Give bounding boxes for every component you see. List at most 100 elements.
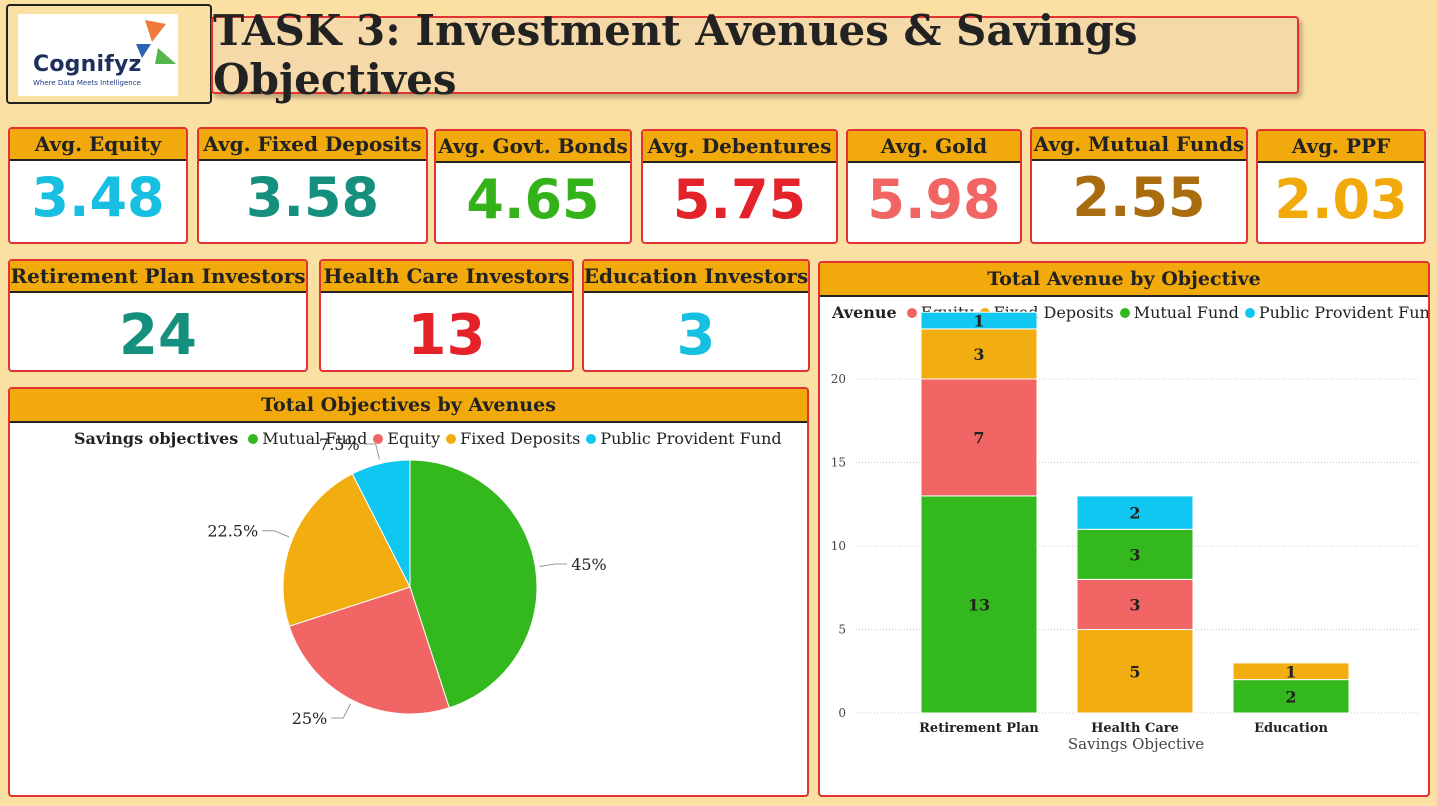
investor-count: 13 bbox=[407, 303, 486, 368]
bar-segment bbox=[920, 328, 1038, 380]
kpi-value: 5.75 bbox=[672, 168, 807, 231]
investor-label: Health Care Investors bbox=[321, 261, 572, 293]
investor-card: Education Investors 3 bbox=[582, 259, 810, 372]
kpi-card: Avg. Fixed Deposits 3.58 bbox=[197, 127, 428, 244]
investor-count: 3 bbox=[676, 303, 716, 368]
kpi-label: Avg. Gold bbox=[848, 131, 1020, 163]
pie-chart-title: Total Objectives by Avenues bbox=[10, 389, 807, 423]
bar-segment bbox=[920, 311, 1038, 330]
legend-item: Fixed Deposits bbox=[446, 429, 580, 448]
legend-label: Equity bbox=[387, 429, 441, 448]
kpi-value: 2.55 bbox=[1072, 166, 1206, 229]
pie-leader-line bbox=[262, 530, 290, 538]
logo-mark-icon bbox=[136, 20, 176, 64]
dashboard-title: TASK 3: Investment Avenues & Savings Obj… bbox=[211, 6, 1299, 104]
investor-count: 24 bbox=[119, 303, 197, 368]
legend-dot-icon bbox=[586, 433, 597, 444]
bar-chart-title: Total Avenue by Objective bbox=[820, 263, 1428, 297]
legend-dot-icon bbox=[906, 307, 917, 318]
kpi-card: Avg. PPF 2.03 bbox=[1256, 129, 1426, 244]
kpi-label: Avg. PPF bbox=[1258, 131, 1424, 163]
legend-item: Public Provident Fund bbox=[1244, 303, 1430, 322]
legend-label: Mutual Fund bbox=[262, 429, 368, 448]
pie-data-label: 45% bbox=[571, 555, 607, 574]
bar-data-label: 2 bbox=[1285, 687, 1296, 706]
bar-data-label: 1 bbox=[973, 312, 984, 331]
x-tick-label: Education bbox=[1254, 721, 1328, 736]
kpi-label: Avg. Equity bbox=[10, 129, 186, 161]
legend-item: Mutual Fund bbox=[248, 429, 367, 448]
bar-data-label: 3 bbox=[973, 345, 984, 364]
bar-data-label: 7 bbox=[973, 428, 984, 447]
kpi-card: Avg. Mutual Funds 2.55 bbox=[1030, 127, 1248, 244]
company-logo: Cognifyz Where Data Meets Intelligence bbox=[18, 14, 178, 96]
legend-label: Public Provident Fund bbox=[600, 429, 782, 448]
y-tick-label: 0 bbox=[838, 706, 846, 720]
legend-label: Fixed Deposits bbox=[460, 429, 581, 448]
pie-legend: Savings objectives Mutual Fund Equity Fixe… bbox=[74, 429, 788, 448]
x-tick-label: Health Care bbox=[1091, 721, 1179, 736]
bar-data-label: 5 bbox=[1129, 662, 1140, 681]
y-tick-label: 5 bbox=[838, 623, 846, 637]
bar-legend-title: Avenue bbox=[832, 303, 897, 322]
bar-segment bbox=[920, 378, 1038, 497]
kpi-card: Avg. Debentures 5.75 bbox=[641, 129, 838, 244]
pie-leader-line bbox=[363, 443, 380, 460]
x-tick-label: Retirement Plan bbox=[919, 721, 1039, 736]
bar-segment bbox=[1076, 528, 1194, 580]
pie-slice bbox=[282, 473, 411, 627]
kpi-card: Avg. Equity 3.48 bbox=[8, 127, 188, 244]
y-tick-label: 15 bbox=[831, 456, 846, 470]
legend-item: Public Provident Fund bbox=[586, 429, 782, 448]
bar-segment bbox=[1232, 679, 1350, 714]
bar-chart-panel: Total Avenue by Objective Avenue EquityF… bbox=[818, 261, 1430, 797]
kpi-value: 3.58 bbox=[245, 166, 380, 229]
logo-frame: Cognifyz Where Data Meets Intelligence bbox=[6, 4, 212, 104]
logo-tagline: Where Data Meets Intelligence bbox=[33, 79, 141, 87]
y-tick-label: 10 bbox=[831, 539, 846, 553]
legend-item: Equity bbox=[373, 429, 440, 448]
kpi-value: 4.65 bbox=[466, 168, 600, 231]
kpi-card: Avg. Govt. Bonds 4.65 bbox=[434, 129, 632, 244]
kpi-label: Avg. Govt. Bonds bbox=[436, 131, 630, 163]
investor-label: Education Investors bbox=[584, 261, 808, 293]
kpi-value: 5.98 bbox=[867, 168, 1001, 231]
bar-data-label: 3 bbox=[1129, 595, 1140, 614]
bar-segment bbox=[920, 495, 1038, 714]
legend-dot-icon bbox=[373, 433, 384, 444]
pie-chart: 45% 25% 22.5% 7.5% bbox=[207, 435, 607, 728]
bar-segment bbox=[1076, 578, 1194, 630]
bar-data-label: 2 bbox=[1129, 504, 1140, 523]
kpi-label: Avg. Debentures bbox=[643, 131, 836, 163]
stacked-bar-chart: 0 5 10 15 20 13 7 3 1 Retirement Plan 5 3 3 2 Health C… bbox=[831, 311, 1418, 753]
pie-slice bbox=[351, 459, 411, 588]
bar-data-label: 13 bbox=[968, 595, 990, 614]
pie-leader-line bbox=[539, 563, 568, 568]
pie-data-label: 22.5% bbox=[207, 522, 258, 541]
logo-name: Cognifyz bbox=[33, 52, 142, 77]
kpi-card: Avg. Gold 5.98 bbox=[846, 129, 1022, 244]
pie-legend-title: Savings objectives bbox=[74, 429, 239, 448]
pie-chart-panel: Total Objectives by Avenues Savings obje… bbox=[8, 387, 809, 797]
investor-card: Health Care Investors 13 bbox=[319, 259, 574, 372]
legend-label: Mutual Fund bbox=[1133, 303, 1239, 322]
legend-dot-icon bbox=[1119, 307, 1130, 318]
legend-dot-icon bbox=[446, 433, 457, 444]
bar-segment bbox=[1232, 662, 1350, 681]
investor-card: Retirement Plan Investors 24 bbox=[8, 259, 308, 372]
pie-slice bbox=[409, 459, 538, 709]
legend-dot-icon bbox=[248, 433, 259, 444]
legend-dot-icon bbox=[1244, 307, 1255, 318]
kpi-label: Avg. Mutual Funds bbox=[1032, 129, 1246, 161]
pie-data-label: 25% bbox=[292, 709, 328, 728]
kpi-label: Avg. Fixed Deposits bbox=[199, 129, 426, 161]
bar-data-label: 1 bbox=[1285, 662, 1296, 681]
pie-slice bbox=[288, 586, 450, 715]
bar-data-label: 3 bbox=[1129, 545, 1140, 564]
x-axis-title: Savings Objective bbox=[1068, 735, 1204, 753]
investor-label: Retirement Plan Investors bbox=[10, 261, 306, 293]
bar-segment bbox=[1076, 495, 1194, 530]
legend-label: Public Provident Fund bbox=[1258, 303, 1430, 322]
pie-data-label: 7.5% bbox=[319, 435, 360, 454]
legend-item: Mutual Fund bbox=[1119, 303, 1239, 322]
